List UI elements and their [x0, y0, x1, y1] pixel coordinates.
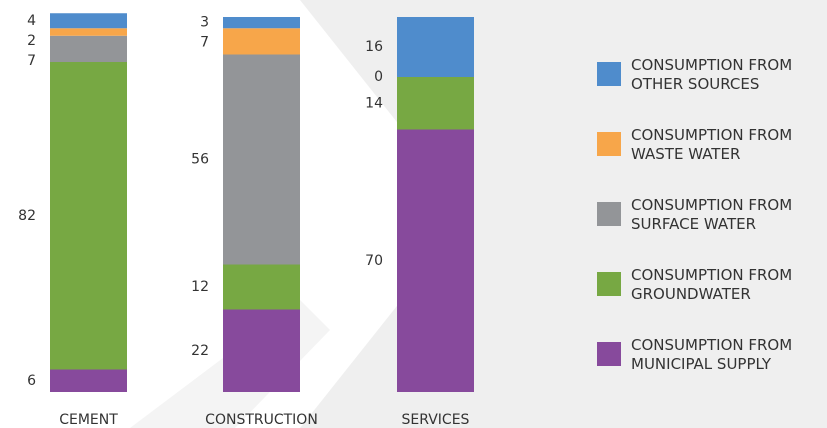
- value-label: 16: [365, 39, 383, 55]
- legend-label: CONSUMPTION FROM MUNICIPAL SUPPLY: [631, 336, 793, 373]
- legend: CONSUMPTION FROM OTHER SOURCES CONSUMPTIO…: [597, 56, 827, 406]
- bar-segment: [223, 264, 300, 310]
- value-label: 3: [200, 15, 209, 31]
- x-tick-label: CONSTRUCTION: [205, 412, 318, 428]
- legend-swatch: [597, 272, 621, 296]
- legend-label: CONSUMPTION FROM OTHER SOURCES: [631, 56, 793, 93]
- value-label: 2: [27, 33, 36, 49]
- bar-segment: [50, 13, 127, 29]
- bar-segment: [397, 17, 474, 77]
- bar-segment: [50, 35, 127, 62]
- legend-item: CONSUMPTION FROM SURFACE WATER: [597, 196, 827, 266]
- value-label: 12: [191, 279, 209, 295]
- value-label: 6: [27, 373, 36, 389]
- value-label: 14: [365, 95, 383, 111]
- value-label: 56: [191, 152, 209, 168]
- legend-swatch: [597, 202, 621, 226]
- legend-label: CONSUMPTION FROM WASTE WATER: [631, 126, 793, 163]
- bar-segment: [397, 129, 474, 392]
- legend-swatch: [597, 342, 621, 366]
- bar-segment: [223, 54, 300, 265]
- legend-item: CONSUMPTION FROM GROUNDWATER: [597, 266, 827, 336]
- x-tick-label: CEMENT: [59, 412, 118, 428]
- value-label: 0: [374, 69, 383, 85]
- value-label: 4: [27, 13, 36, 29]
- bar-segment: [397, 77, 474, 130]
- value-label: 82: [18, 208, 36, 224]
- bar-segment: [223, 28, 300, 55]
- legend-item: CONSUMPTION FROM MUNICIPAL SUPPLY: [597, 336, 827, 406]
- bar-segment: [50, 28, 127, 36]
- value-label: 7: [27, 53, 36, 69]
- legend-swatch: [597, 62, 621, 86]
- value-label: 7: [200, 35, 209, 51]
- value-label: 70: [365, 253, 383, 269]
- legend-item: CONSUMPTION FROM OTHER SOURCES: [597, 56, 827, 126]
- bar-segment: [50, 62, 127, 370]
- x-tick-label: SERVICES: [402, 412, 470, 428]
- value-label: 22: [191, 343, 209, 359]
- bar-segment: [223, 17, 300, 29]
- legend-label: CONSUMPTION FROM SURFACE WATER: [631, 196, 793, 233]
- legend-swatch: [597, 132, 621, 156]
- legend-label: CONSUMPTION FROM GROUNDWATER: [631, 266, 793, 303]
- bar-segment: [50, 369, 127, 392]
- legend-item: CONSUMPTION FROM WASTE WATER: [597, 126, 827, 196]
- bar-segment: [223, 309, 300, 392]
